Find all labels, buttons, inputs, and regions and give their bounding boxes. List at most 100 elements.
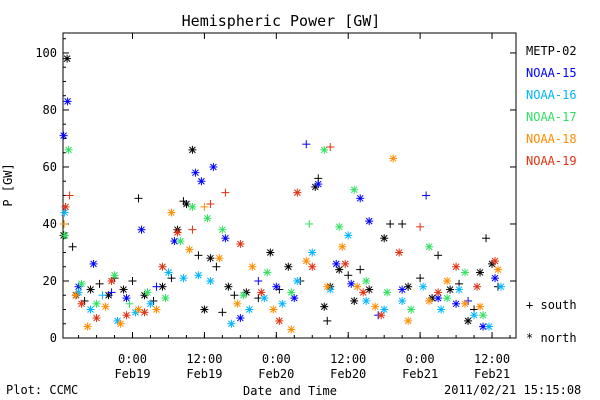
north-point [479, 311, 488, 320]
south-point [326, 143, 335, 152]
north-point [209, 162, 218, 171]
north-point [61, 202, 70, 211]
north-point [89, 259, 98, 268]
legend-entry: NOAA-16 [526, 88, 577, 102]
south-point [95, 279, 104, 288]
south-point [194, 251, 203, 260]
north-point [389, 154, 398, 163]
north-point [494, 265, 503, 274]
plot-timestamp: 2011/02/21 15:15:08 [444, 383, 582, 397]
north-point [227, 319, 236, 328]
north-point [332, 259, 341, 268]
north-point [395, 248, 404, 257]
north-point [236, 314, 245, 323]
north-point [398, 296, 407, 305]
north-point [64, 145, 73, 154]
north-point [146, 299, 155, 308]
north-point [266, 248, 275, 257]
north-point [452, 262, 461, 271]
north-point [77, 299, 86, 308]
north-point [107, 276, 116, 285]
south-point [230, 291, 239, 300]
legend-entry: NOAA-17 [526, 110, 577, 124]
north-point [263, 268, 272, 277]
asterisk-symbol: * [526, 331, 534, 345]
north-point [473, 282, 482, 291]
south-point [323, 316, 332, 325]
north-point [233, 299, 242, 308]
north-point [188, 145, 197, 154]
north-point [60, 208, 69, 217]
north-point [308, 262, 317, 271]
north-point [293, 188, 302, 197]
north-point [350, 185, 359, 194]
south-point [60, 219, 69, 228]
north-point [377, 311, 386, 320]
north-point [188, 202, 197, 211]
north-point [197, 177, 206, 186]
north-point [236, 239, 245, 248]
north-point [335, 222, 344, 231]
north-point [404, 316, 413, 325]
north-point [461, 299, 470, 308]
north-point [434, 288, 443, 297]
north-point [257, 288, 266, 297]
legend-entry: NOAA-18 [526, 132, 577, 146]
south-point [305, 219, 314, 228]
north-point [452, 299, 461, 308]
x-tick-time-label: 12:00 [186, 352, 222, 366]
north-point [245, 305, 254, 314]
south-point [254, 276, 263, 285]
north-point [476, 268, 485, 277]
north-point [200, 305, 209, 314]
south-point [200, 202, 209, 211]
x-tick-date-label: Feb20 [330, 367, 366, 381]
legend-entry: METP-02 [526, 44, 577, 58]
north-point [278, 299, 287, 308]
chart-title: Hemispheric Power [GW] [182, 12, 381, 30]
north-point [335, 265, 344, 274]
symbol-key-north: * north [526, 331, 577, 345]
north-point [224, 282, 233, 291]
south-point [188, 225, 197, 234]
south-point [344, 271, 353, 280]
north-point [314, 180, 323, 189]
north-point [320, 302, 329, 311]
north-point [248, 262, 257, 271]
south-point [422, 191, 431, 200]
north-point [425, 296, 434, 305]
south-point [434, 251, 443, 260]
symbol-key-south: + south [526, 298, 577, 312]
north-point [491, 274, 500, 283]
north-point [206, 276, 215, 285]
north-point [344, 231, 353, 240]
north-point [455, 285, 464, 294]
north-point [83, 322, 92, 331]
x-tick-date-label: Feb20 [258, 367, 294, 381]
north-point [63, 54, 72, 63]
north-point [92, 314, 101, 323]
north-point [347, 279, 356, 288]
north-point [119, 285, 128, 294]
north-point [116, 319, 125, 328]
north-point [461, 268, 470, 277]
north-point [290, 294, 299, 303]
x-axis: 0:00Feb1912:00Feb190:00Feb2012:00Feb200:… [78, 33, 511, 381]
north-point [101, 302, 110, 311]
y-tick-label: 80 [43, 103, 57, 117]
north-point [179, 274, 188, 283]
y-tick-label: 60 [43, 160, 57, 174]
north-point [323, 282, 332, 291]
north-point [497, 282, 506, 291]
north-point [398, 285, 407, 294]
south-point [152, 282, 161, 291]
plot-frame [62, 32, 517, 339]
north-point [110, 271, 119, 280]
south-point [68, 242, 77, 251]
x-tick-time-label: 12:00 [330, 352, 366, 366]
north-point [134, 305, 143, 314]
north-point [203, 214, 212, 223]
north-point [206, 254, 215, 263]
north-point [140, 308, 149, 317]
south-point [221, 188, 230, 197]
